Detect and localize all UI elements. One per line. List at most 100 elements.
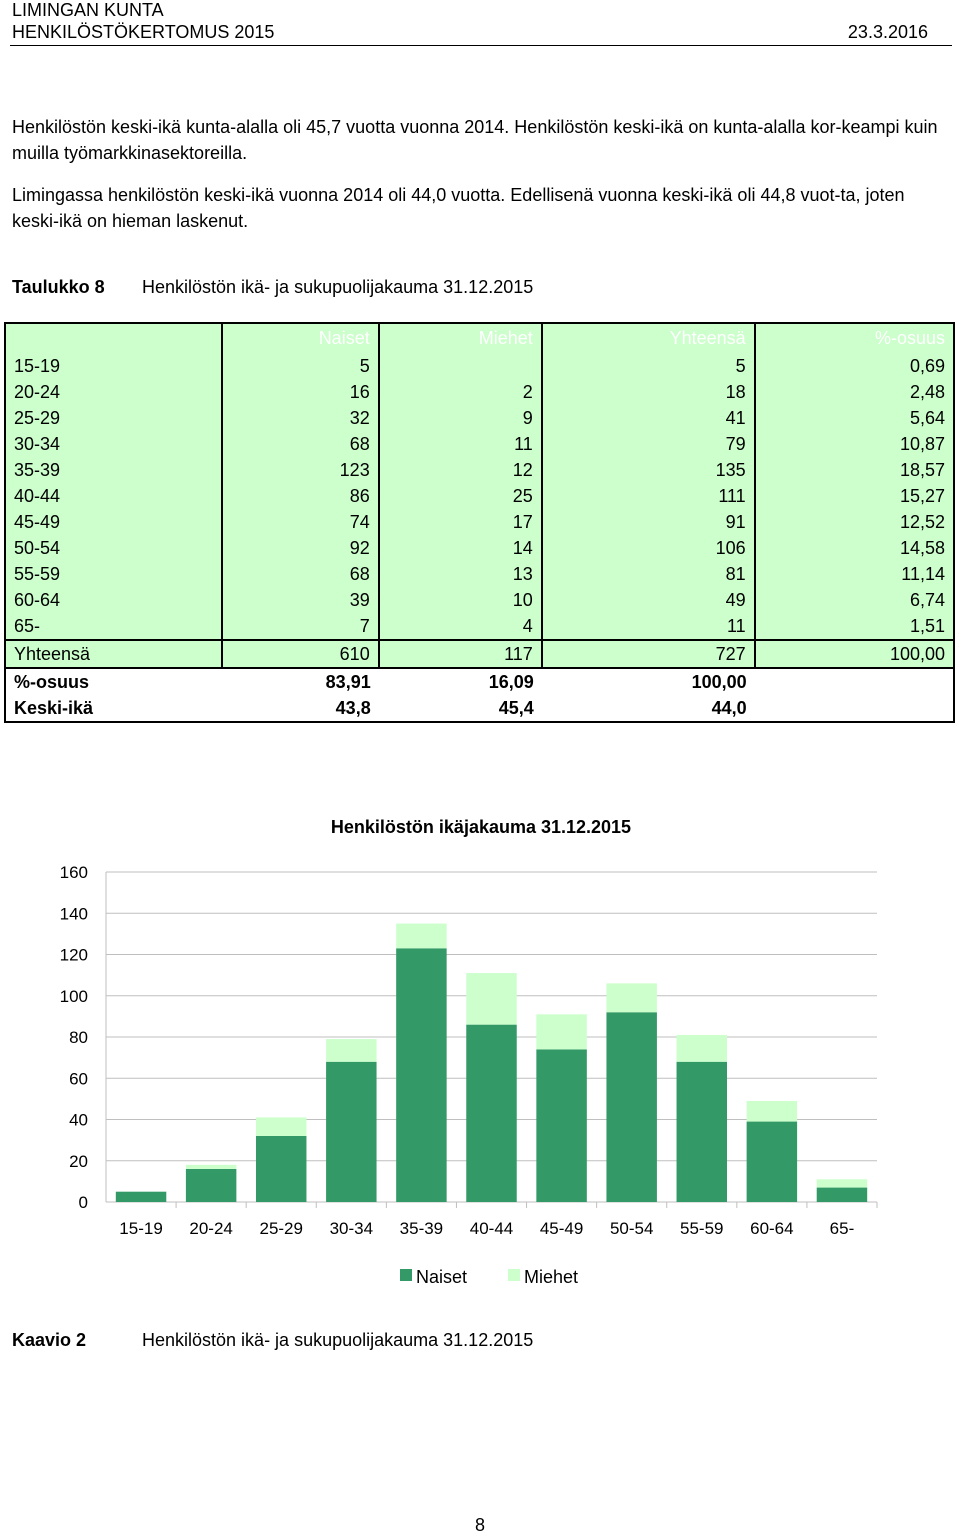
table-cell: 2,48	[909, 381, 945, 402]
table-cell: 43,8	[335, 697, 371, 718]
legend-swatch-naiset	[400, 1269, 412, 1281]
table-cell: 14,58	[899, 537, 945, 558]
table-cell: 14	[378, 535, 543, 561]
bar-miehet-20-24	[185, 1164, 237, 1169]
bar-naiset-65-	[816, 1187, 868, 1202]
table-cell: 74	[222, 509, 380, 535]
legend-swatch-miehet	[508, 1269, 520, 1281]
table-cell: 123	[222, 457, 380, 483]
table-cell: 18,57	[899, 459, 945, 480]
chart-caption-label: Kaavio 2	[12, 1330, 87, 1350]
table-cell: 30-34	[5, 431, 224, 457]
chart-caption-text: Henkilöstön ikä- ja sukupuolijakauma 31.…	[142, 1330, 534, 1350]
x-tick-label: 35-39	[400, 1219, 443, 1238]
table-cell: 20-24	[5, 379, 224, 405]
table-cell: 15,27	[899, 485, 945, 506]
table-cell: 12,52	[899, 511, 945, 532]
bar-miehet-55-59	[676, 1034, 728, 1062]
bar-naiset-35-39	[396, 948, 447, 1202]
table-cell: 40-44	[5, 483, 224, 509]
table-cell: 83,91	[325, 671, 371, 692]
table-cell: 17	[378, 509, 543, 535]
table-cell: 15-19	[5, 353, 224, 379]
y-tick-label: 60	[69, 1069, 88, 1088]
table-caption-text: Henkilöstön ikä- ja sukupuolijakauma 31.…	[142, 277, 534, 297]
y-tick-label: 160	[60, 863, 88, 882]
table-cell: 111	[541, 483, 756, 509]
bar-miehet-45-49	[536, 1014, 587, 1050]
table-cell: 6,74	[909, 589, 945, 610]
table-row: 55-59 68 13 81 11,14	[5, 561, 954, 587]
table-avg-age-row: Keski-ikä 43,8 45,4 44,0	[5, 695, 954, 722]
x-tick-label: 55-59	[680, 1219, 723, 1238]
age-gender-table: Naiset Miehet Yhteensä %-osuus 15-19 5 5 0,…	[4, 322, 955, 723]
table-cell: 12	[378, 457, 543, 483]
bar-naiset-50-54	[606, 1012, 657, 1202]
x-tick-label: 40-44	[470, 1219, 513, 1238]
table-header-cell	[5, 323, 224, 353]
bar-miehet-60-64	[746, 1100, 798, 1122]
table-cell: %-osuus	[14, 671, 90, 692]
table-cell: 41	[541, 405, 756, 431]
header-org: LIMINGAN KUNTA	[12, 0, 164, 20]
table-row: 25-29 32 9 41 5,64	[5, 405, 954, 431]
x-tick-label: 45-49	[540, 1219, 583, 1238]
table-cell: 100,00	[691, 671, 747, 692]
table-cell: 35-39	[5, 457, 224, 483]
table-row: 30-34 68 11 79 10,87	[5, 431, 954, 457]
age-distribution-chart: Henkilöstön ikäjakauma 31.12.2015 0 20 40 6…	[60, 817, 878, 1287]
table-header-cell: Miehet	[378, 323, 543, 353]
table-cell: 45,4	[498, 697, 534, 718]
y-tick-label: 140	[60, 904, 88, 923]
table-cell: 7	[222, 613, 380, 640]
chart-bars	[115, 923, 868, 1202]
table-row: 60-64 39 10 49 6,74	[5, 587, 954, 613]
table-row: 65- 7 4 11 1,51	[5, 613, 954, 640]
table-cell: 65-	[5, 613, 224, 640]
chart-caption: Kaavio 2 Henkilöstön ikä- ja sukupuolijak…	[12, 1330, 533, 1351]
table-header-cell: %-osuus	[874, 328, 945, 348]
table-cell: 81	[541, 561, 756, 587]
y-tick-label: 0	[79, 1193, 88, 1212]
table-cell: 32	[222, 405, 380, 431]
table-cell: Keski-ikä	[14, 697, 94, 718]
table-caption: Taulukko 8 Henkilöstön ikä- ja sukupuolij…	[12, 277, 533, 298]
table-cell: 0,69	[909, 355, 945, 376]
table-cell: 10,87	[899, 433, 945, 454]
bar-naiset-20-24	[185, 1169, 237, 1202]
table-cell: 2	[378, 379, 543, 405]
table-share-row: %-osuus 83,91 16,09 100,00	[5, 668, 954, 695]
table-header-cell: Naiset	[222, 323, 380, 353]
bar-naiset-15-19	[115, 1191, 167, 1202]
table-row: 35-39 123 12 135 18,57	[5, 457, 954, 483]
table-cell: 9	[378, 405, 543, 431]
bar-naiset-55-59	[676, 1061, 728, 1202]
table-cell: 13	[378, 561, 543, 587]
table-cell: 68	[222, 561, 380, 587]
table-cell	[755, 668, 954, 695]
bar-naiset-45-49	[536, 1049, 587, 1202]
table-row: 45-49 74 17 91 12,52	[5, 509, 954, 535]
page-number: 8	[474, 1515, 485, 1535]
chart-y-axis: 0 20 40 60 80 100 120 140 160	[60, 863, 88, 1212]
table-cell: 5	[541, 353, 756, 379]
table-cell: 25	[378, 483, 543, 509]
table-cell: 86	[222, 483, 380, 509]
table-cell: 1,51	[909, 615, 945, 636]
table-row: 15-19 5 5 0,69	[5, 353, 954, 379]
chart-title: Henkilöstön ikäjakauma 31.12.2015	[331, 817, 631, 837]
table-cell: 11,14	[901, 563, 945, 584]
table-caption-label: Taulukko 8	[12, 277, 105, 297]
bar-miehet-35-39	[396, 923, 447, 949]
y-tick-label: 120	[60, 946, 88, 965]
x-tick-label: 50-54	[610, 1219, 653, 1238]
table-cell: 117	[378, 640, 543, 668]
table-header-cell: Yhteensä	[541, 323, 756, 353]
x-tick-label: 25-29	[259, 1219, 302, 1238]
header-rule	[10, 45, 952, 46]
y-tick-label: 100	[60, 987, 88, 1006]
table-cell	[378, 353, 543, 379]
bar-miehet-50-54	[606, 983, 657, 1013]
table-cell: 44,0	[711, 697, 747, 718]
bar-miehet-25-29	[255, 1117, 307, 1136]
